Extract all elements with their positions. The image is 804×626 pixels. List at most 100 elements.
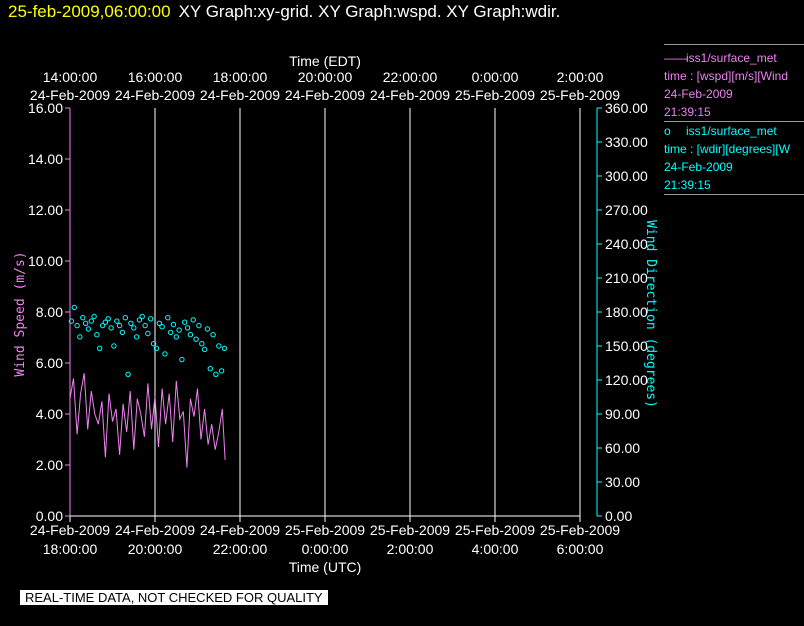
bottom-tick-date: 24-Feb-2009: [200, 522, 280, 538]
legend-point-symbol: o: [664, 124, 671, 138]
wdir-point: [105, 316, 111, 322]
wdir-point: [133, 334, 140, 340]
wdir-point: [88, 318, 95, 324]
timestamp: 25-feb-2009,06:00:00: [8, 2, 171, 21]
top-tick-time: 16:00:00: [128, 69, 183, 85]
wdir-point: [119, 329, 126, 336]
top-tick-date: 24-Feb-2009: [285, 87, 365, 103]
top-axis-title: Time (EDT): [289, 53, 361, 69]
wdir-point: [142, 322, 148, 329]
legend-desc: time : [wspd][m/s][Wind: [664, 69, 789, 83]
wdir-point: [156, 320, 163, 326]
top-tick-date: 25-Feb-2009: [540, 87, 620, 103]
legend-date: 24-Feb-2009: [664, 87, 733, 101]
wdir-point: [221, 345, 228, 351]
wdir-point: [173, 334, 180, 340]
bottom-tick-date: 25-Feb-2009: [540, 522, 620, 538]
wdir-point: [176, 327, 182, 333]
wdir-point: [199, 341, 205, 347]
right-tick-label: 30.00: [605, 474, 640, 490]
left-axis-title: Wind Speed (m/s): [13, 251, 28, 376]
top-tick-date: 24-Feb-2009: [200, 87, 280, 103]
right-tick-label: 60.00: [605, 440, 640, 456]
graph-list: XY Graph:xy-grid. XY Graph:wspd. XY Grap…: [178, 2, 561, 21]
wdir-point: [145, 330, 151, 337]
left-tick-label: 6.00: [36, 355, 63, 371]
left-tick-label: 8.00: [36, 304, 63, 320]
right-tick-label: 240.00: [605, 236, 648, 252]
wdir-point: [139, 313, 145, 320]
bottom-axis-title: Time (UTC): [289, 559, 362, 575]
bottom-tick-time: 18:00:00: [43, 541, 98, 557]
bottom-tick-time: 20:00:00: [128, 541, 183, 557]
left-tick-label: 2.00: [36, 457, 63, 473]
right-tick-label: 210.00: [605, 270, 648, 286]
quality-notice: REAL-TIME DATA, NOT CHECKED FOR QUALITY: [20, 590, 328, 605]
left-tick-label: 16.00: [28, 100, 63, 116]
wdir-point: [74, 322, 80, 329]
legend-entry-wdir[interactable]: o iss1/surface_met time : [wdir][degrees]…: [664, 122, 804, 195]
bottom-tick-time: 6:00:00: [557, 541, 604, 557]
wdir-point: [210, 332, 216, 338]
right-tick-label: 300.00: [605, 168, 648, 184]
top-tick-time: 2:00:00: [557, 69, 604, 85]
bottom-tick-date: 25-Feb-2009: [370, 522, 450, 538]
wdir-point: [85, 326, 92, 332]
wdir-point: [108, 325, 114, 331]
wdir-point: [116, 322, 123, 329]
wdir-point: [165, 315, 171, 321]
legend-desc: time : [wdir][degrees][W: [664, 142, 791, 156]
wdir-point: [82, 320, 89, 326]
wdir-point: [196, 322, 202, 329]
wdir-point: [99, 322, 106, 329]
wdir-point: [167, 329, 174, 336]
left-tick-label: 12.00: [28, 202, 63, 218]
wdir-point: [207, 366, 214, 372]
wdir-point: [68, 318, 75, 324]
right-tick-label: 0.00: [605, 508, 632, 524]
wdir-point: [190, 317, 196, 323]
bottom-tick-time: 22:00:00: [213, 541, 268, 557]
right-tick-label: 180.00: [605, 304, 648, 320]
right-axis-title: Wind Direction (degrees): [643, 220, 658, 408]
bottom-tick-date: 24-Feb-2009: [30, 522, 110, 538]
right-tick-label: 270.00: [605, 202, 648, 218]
top-tick-date: 25-Feb-2009: [455, 87, 535, 103]
wdir-point: [182, 319, 188, 325]
bottom-tick-date: 25-Feb-2009: [455, 522, 535, 538]
wdir-point: [128, 320, 134, 326]
bottom-tick-time: 4:00:00: [472, 541, 519, 557]
bottom-tick-time: 2:00:00: [387, 541, 434, 557]
wdir-point: [122, 315, 129, 321]
wdir-point: [77, 334, 83, 340]
right-tick-label: 90.00: [605, 406, 640, 422]
wspd-series-line: [69, 373, 226, 468]
wdir-point: [102, 319, 109, 325]
left-tick-label: 4.00: [36, 406, 63, 422]
right-tick-label: 120.00: [605, 372, 648, 388]
wdir-point: [153, 345, 160, 351]
wdir-point: [136, 317, 143, 323]
left-tick-label: 14.00: [28, 151, 63, 167]
wdir-point: [91, 313, 97, 320]
wdir-point: [80, 315, 86, 321]
legend-time: 21:39:15: [664, 178, 711, 192]
top-tick-date: 24-Feb-2009: [30, 87, 110, 103]
wdir-point: [201, 346, 208, 353]
legend-entry-wspd[interactable]: ——iss1/surface_met time : [wspd][m/s][Wi…: [664, 44, 804, 122]
top-tick-date: 24-Feb-2009: [370, 87, 450, 103]
wdir-point: [111, 343, 117, 349]
left-tick-label: 10.00: [28, 253, 63, 269]
legend-title: iss1/surface_met: [686, 51, 777, 65]
top-tick-time: 14:00:00: [43, 69, 98, 85]
wdir-point: [71, 304, 78, 311]
wdir-point: [159, 324, 165, 330]
top-tick-date: 24-Feb-2009: [115, 87, 195, 103]
wdir-point: [148, 316, 154, 322]
wdir-point: [125, 371, 131, 377]
left-tick-label: 0.00: [36, 508, 63, 524]
wdir-point: [184, 325, 191, 331]
wdir-point: [170, 321, 177, 328]
legend: ——iss1/surface_met time : [wspd][m/s][Wi…: [664, 44, 804, 195]
